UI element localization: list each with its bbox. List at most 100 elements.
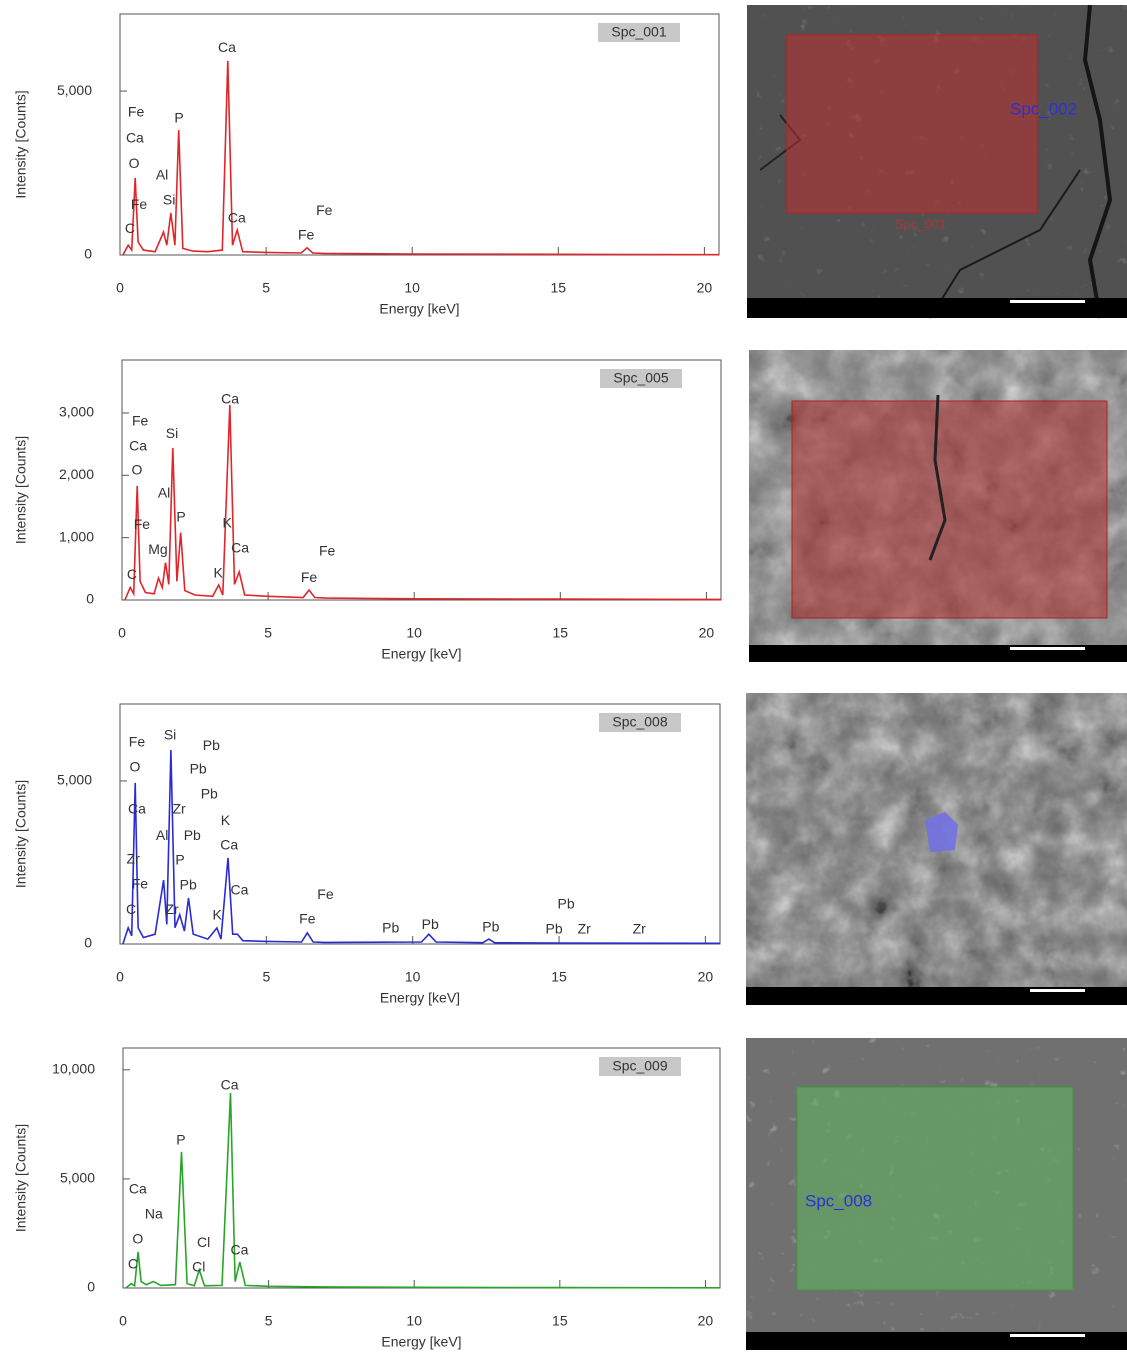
peak-label: Fe xyxy=(301,569,318,585)
y-tick-label: 5,000 xyxy=(57,82,92,98)
x-tick-label: 10 xyxy=(405,969,421,985)
peak-label: Fe xyxy=(132,412,149,428)
peak-label: Ca xyxy=(228,210,246,226)
y-tick-label: 5,000 xyxy=(57,772,92,788)
x-tick-label: 5 xyxy=(265,1313,273,1329)
sem-image: Spc_008 xyxy=(746,1038,1127,1350)
y-tick-label: 0 xyxy=(87,1279,95,1295)
peak-label: Fe xyxy=(298,227,315,243)
peak-label: C xyxy=(128,1256,138,1272)
peak-label: Zr xyxy=(173,801,187,817)
peak-label: Ca xyxy=(231,1242,249,1258)
x-tick-label: 0 xyxy=(116,969,124,985)
peak-label: Cl xyxy=(192,1259,205,1275)
y-axis-label: Intensity [Counts] xyxy=(13,1124,29,1232)
x-axis-label: Energy [keV] xyxy=(381,646,461,662)
peak-label: Fe xyxy=(316,202,333,218)
peak-label: Fe xyxy=(132,876,149,892)
x-tick-label: 0 xyxy=(118,625,126,641)
peak-label: Zr xyxy=(165,901,179,917)
peak-label: Pb xyxy=(184,827,201,843)
spectrum-line xyxy=(126,1093,720,1288)
x-axis-label: Energy [keV] xyxy=(380,990,460,1006)
x-tick-label: 5 xyxy=(264,625,272,641)
peak-label: O xyxy=(129,759,140,775)
x-tick-label: 5 xyxy=(262,280,270,296)
y-axis-label: Intensity [Counts] xyxy=(13,436,29,544)
x-tick-label: 5 xyxy=(262,969,270,985)
peak-label: Zr xyxy=(578,921,592,937)
image-label: Spc_008 xyxy=(805,1191,872,1210)
x-tick-label: 15 xyxy=(552,1313,568,1329)
peak-label: Si xyxy=(164,727,176,743)
peak-label: Pb xyxy=(203,737,220,753)
peak-label: Fe xyxy=(131,196,148,212)
peak-label: Pb xyxy=(557,896,574,912)
peak-label: Ca xyxy=(221,1076,239,1092)
peak-label: O xyxy=(132,1231,143,1247)
peak-label: Al xyxy=(158,485,170,501)
peak-label: Fe xyxy=(129,734,146,750)
peak-label: K xyxy=(223,515,233,531)
peak-label: C xyxy=(126,901,136,917)
figure: Spc_002 Spc_001 Spc_008 0 5 10 15 20 0 5,000 En… xyxy=(0,0,1127,1352)
peak-label: Ca xyxy=(126,130,144,146)
peak-label: Ca xyxy=(129,437,147,453)
peak-label: Ca xyxy=(221,391,239,407)
x-tick-label: 20 xyxy=(698,969,714,985)
peak-label: K xyxy=(221,812,231,828)
peak-label: Na xyxy=(145,1206,163,1222)
x-tick-label: 0 xyxy=(116,280,124,296)
peak-label: Ca xyxy=(218,39,236,55)
peak-label: Ca xyxy=(128,801,146,817)
x-tick-label: 10 xyxy=(404,280,420,296)
peak-label: Pb xyxy=(382,920,399,936)
legend-label: Spc_001 xyxy=(611,24,666,40)
peak-label: Zr xyxy=(633,921,647,937)
peak-label: Al xyxy=(156,167,168,183)
peak-label: Ca xyxy=(129,1181,147,1197)
peak-label: Fe xyxy=(319,543,336,559)
plot-frame xyxy=(122,360,721,600)
x-tick-label: 15 xyxy=(553,625,569,641)
peak-label: Fe xyxy=(128,104,145,120)
sem-image: Spc_002 Spc_001 xyxy=(747,5,1127,318)
peak-label: Ca xyxy=(230,882,248,898)
y-tick-label: 1,000 xyxy=(59,528,94,544)
y-tick-label: 0 xyxy=(86,591,94,607)
x-tick-label: 0 xyxy=(119,1313,127,1329)
sem-image xyxy=(749,350,1127,662)
x-tick-label: 20 xyxy=(699,625,715,641)
peak-label: Fe xyxy=(317,886,334,902)
y-tick-label: 5,000 xyxy=(60,1170,95,1186)
x-axis-label: Energy [keV] xyxy=(381,1334,461,1350)
peak-label: O xyxy=(129,155,140,171)
x-tick-label: 15 xyxy=(551,280,567,296)
peak-label: Ca xyxy=(231,540,249,556)
peak-label: Si xyxy=(163,192,175,208)
sem-image xyxy=(746,693,1127,1005)
x-tick-label: 10 xyxy=(406,1313,422,1329)
peak-label: P xyxy=(176,1132,185,1148)
peak-label: P xyxy=(174,110,183,126)
y-tick-label: 2,000 xyxy=(59,466,94,482)
peak-label: Fe xyxy=(299,911,316,927)
peak-label: O xyxy=(131,462,142,478)
peak-label: Pb xyxy=(422,916,439,932)
peak-label: P xyxy=(176,508,185,524)
y-tick-label: 0 xyxy=(84,246,92,262)
peak-label: Pb xyxy=(482,919,499,935)
spectrum-line xyxy=(123,61,719,255)
peak-label: K xyxy=(213,565,223,581)
peak-label: C xyxy=(125,220,135,236)
y-tick-label: 0 xyxy=(84,935,92,951)
peak-label: Pb xyxy=(190,761,207,777)
legend-label: Spc_005 xyxy=(613,370,668,386)
image-label: Spc_001 xyxy=(895,216,946,231)
x-axis-label: Energy [keV] xyxy=(379,301,459,317)
peak-label: Fe xyxy=(134,516,151,532)
peak-label: Pb xyxy=(180,877,197,893)
